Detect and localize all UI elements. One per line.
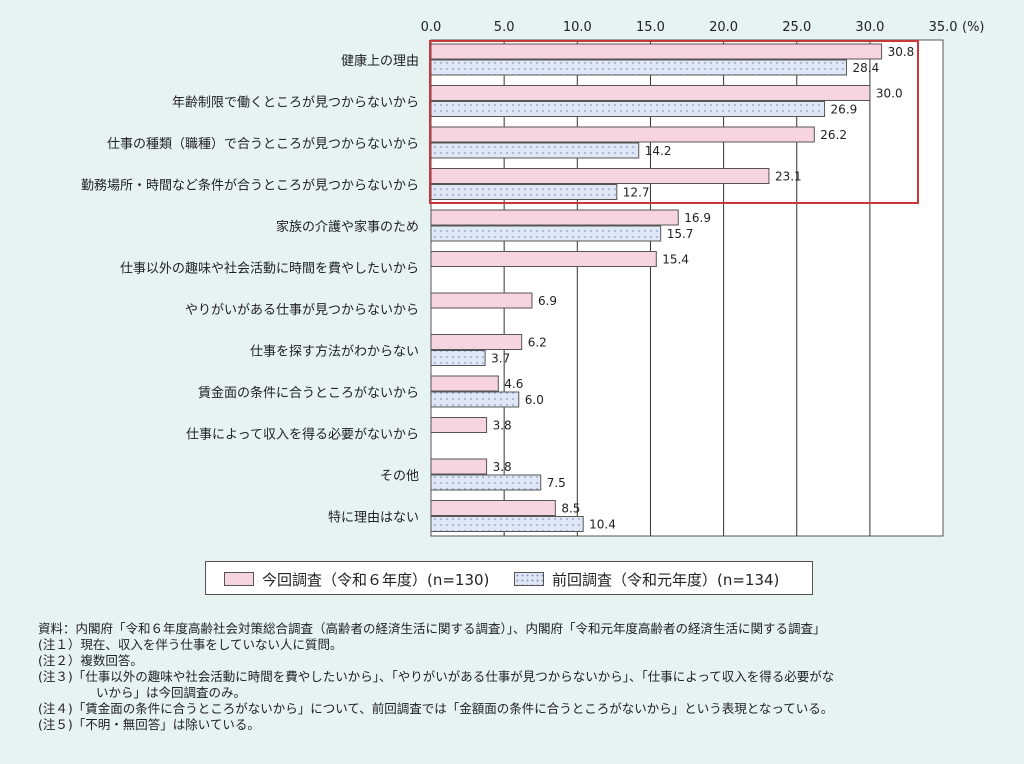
data-label-current: 3.8	[493, 419, 512, 433]
data-label-current: 30.8	[888, 45, 915, 59]
bar-previous	[430, 225, 662, 242]
bar-previous	[430, 101, 826, 117]
data-label-previous: 7.5	[547, 476, 566, 490]
bar-previous	[430, 474, 542, 491]
bar-previous	[430, 59, 847, 76]
category-label: やりがいがある仕事が見つからないから	[185, 303, 419, 318]
note-1: (注１）現在、収入を伴う仕事をしていない人に質問。	[38, 637, 343, 652]
data-label-current: 30.0	[876, 87, 903, 101]
category-label: 年齢制限で働くところが見つからないから	[172, 96, 419, 111]
data-label-previous: 10.4	[589, 518, 616, 532]
bar-previous	[430, 350, 486, 366]
bar-current	[430, 417, 488, 433]
category-label: 賃金面の条件に合うところがないから	[198, 385, 419, 401]
bar-current	[430, 168, 770, 184]
legend: 今回調査（令和６年度）(n=130) 前回調査（令和元年度）(n=134)	[205, 561, 813, 595]
bar-current	[430, 292, 533, 309]
category-label: 仕事の種類（職種）で合うところが見つからないから	[107, 136, 419, 152]
legend-swatch-previous	[514, 572, 544, 586]
data-label-previous: 15.7	[667, 227, 694, 241]
legend-swatch-current	[224, 572, 254, 586]
data-label-previous: 26.9	[831, 103, 858, 117]
x-tick-label: 30.0	[855, 20, 884, 35]
legend-item-previous: 前回調査（令和元年度）(n=134)	[514, 569, 779, 589]
bar-current	[430, 334, 523, 350]
data-label-current: 6.2	[528, 336, 547, 350]
bar-previous	[430, 516, 584, 532]
bar-current	[430, 458, 488, 475]
x-tick-label: 10.0	[563, 20, 592, 35]
notes: 資料：内閣府「令和６年度高齢社会対策総合調査（高齢者の経済生活に関する調査）」、…	[38, 621, 998, 733]
data-label-previous: 14.2	[645, 144, 672, 158]
note-4: (注４)「賃金面の条件に合うところがないから」について、前回調査では「金額面の条…	[38, 701, 834, 716]
data-label-current: 15.4	[662, 253, 689, 267]
bar-current	[430, 375, 499, 392]
legend-item-current: 今回調査（令和６年度）(n=130)	[224, 569, 489, 589]
x-tick-label: 25.0	[782, 20, 811, 35]
bar-current	[430, 500, 556, 516]
bar-current	[430, 209, 679, 226]
category-label: 仕事以外の趣味や社会活動に時間を費やしたいから	[120, 261, 419, 277]
data-label-current: 8.5	[561, 502, 580, 516]
x-tick-label: 15.0	[636, 20, 665, 35]
bar-chart: 0.0 5.0 10.0 15.0 20.0 25.0 30.0 35.0 30.8 28.4 3…	[81, 20, 985, 537]
data-label-previous: 6.0	[525, 393, 544, 407]
highlight-box	[429, 40, 919, 204]
category-label: 仕事によって収入を得る必要がないから	[186, 427, 419, 443]
bar-previous	[430, 391, 520, 408]
x-tick-label: 20.0	[709, 20, 738, 35]
bar-current	[430, 85, 871, 101]
note-5: (注５)「不明・無回答」は除いている。	[38, 717, 260, 732]
x-tick-label: 5.0	[494, 20, 515, 35]
x-tick-label: 35.0	[929, 20, 958, 35]
bar-current	[430, 251, 657, 267]
data-label-current: 16.9	[684, 211, 711, 225]
bar-previous	[430, 184, 618, 200]
data-label-previous: 28.4	[852, 61, 879, 75]
data-label-current: 4.6	[504, 377, 523, 391]
note-3: (注３)「仕事以外の趣味や社会活動に時間を費やしたいから」、「やりがいがある仕事…	[38, 669, 835, 684]
data-label-previous: 12.7	[623, 186, 650, 200]
axis-unit-label: (%)	[962, 20, 985, 35]
data-label-current: 23.1	[775, 170, 802, 184]
data-label-current: 6.9	[538, 294, 557, 308]
bar-previous	[430, 142, 640, 159]
bar-current	[430, 126, 815, 143]
note-3-continued: いから」は今回調査のみ。	[96, 685, 247, 700]
bar-current	[430, 43, 883, 60]
data-label-current: 3.8	[493, 460, 512, 474]
legend-label-current: 今回調査（令和６年度）(n=130)	[262, 570, 490, 589]
legend-label-previous: 前回調査（令和元年度）(n=134)	[552, 570, 780, 589]
source-note: 資料：内閣府「令和６年度高齢社会対策総合調査（高齢者の経済生活に関する調査）」、…	[38, 621, 826, 636]
plot-area	[430, 39, 944, 537]
category-label: 健康上の理由	[341, 53, 419, 69]
category-label: 特に理由はない	[328, 511, 419, 526]
note-2: (注２）複数回答。	[38, 653, 143, 668]
category-label: 仕事を探す方法がわからない	[250, 344, 419, 360]
data-label-previous: 3.7	[491, 352, 510, 366]
category-label: その他	[380, 469, 419, 484]
category-label: 勤務場所・時間など条件が合うところが見つからないから	[81, 178, 419, 194]
category-label: 家族の介護や家事のため	[276, 219, 419, 235]
x-tick-label: 0.0	[421, 20, 442, 35]
data-label-current: 26.2	[820, 128, 847, 142]
